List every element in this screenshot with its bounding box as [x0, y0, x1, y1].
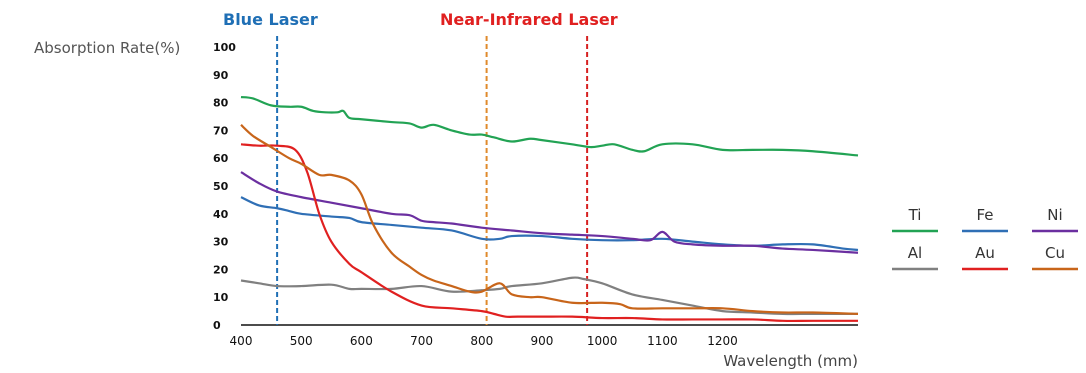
y-tick-label: 80	[213, 97, 229, 110]
x-tick-label: 1200	[707, 334, 738, 348]
y-tick-label: 10	[213, 291, 229, 304]
axes: 0 10 20 30 40 50 60 70 80 90 100 400 500 600 700 800 900…	[213, 41, 858, 348]
x-tick-label: 1100	[647, 334, 678, 348]
legend-label: Ti	[908, 206, 922, 224]
y-axis-label: Absorption Rate(%)	[34, 39, 180, 57]
x-tick-label: 600	[350, 334, 373, 348]
series-line-au	[240, 143, 858, 323]
legend-label: Cu	[1045, 244, 1065, 262]
near-infrared-laser-label: Near-Infrared Laser	[440, 10, 618, 29]
x-tick-label: 1000	[587, 334, 618, 348]
legend: Ti Fe Ni Al Au Cu	[892, 206, 1078, 271]
y-tick-label: 70	[213, 124, 229, 137]
x-tick-label: 500	[290, 334, 313, 348]
y-tick-label: 90	[213, 69, 229, 82]
legend-label: Au	[975, 244, 995, 262]
y-tick-label: 100	[213, 41, 236, 54]
legend-label: Al	[908, 244, 922, 262]
series-line-ti	[240, 95, 859, 157]
series-line-cu	[240, 124, 859, 315]
x-axis-label: Wavelength (mm)	[723, 352, 858, 370]
series-line-al	[240, 276, 858, 316]
blue-laser-label: Blue Laser	[223, 10, 318, 29]
y-tick-label: 60	[213, 152, 229, 165]
series-line-fe	[240, 196, 859, 252]
y-tick-label: 0	[213, 319, 221, 332]
x-tick-label: 400	[230, 334, 253, 348]
series-line-ni	[240, 171, 859, 254]
legend-label: Fe	[976, 206, 993, 224]
y-tick-label: 30	[213, 236, 229, 249]
x-tick-label: 900	[531, 334, 554, 348]
x-tick-label: 700	[410, 334, 433, 348]
y-tick-label: 50	[213, 180, 229, 193]
x-tick-label: 800	[470, 334, 493, 348]
legend-label: Ni	[1047, 206, 1062, 224]
reference-lines	[276, 36, 589, 325]
series-lines	[240, 95, 859, 323]
y-tick-label: 20	[213, 263, 229, 276]
y-tick-label: 40	[213, 208, 229, 221]
